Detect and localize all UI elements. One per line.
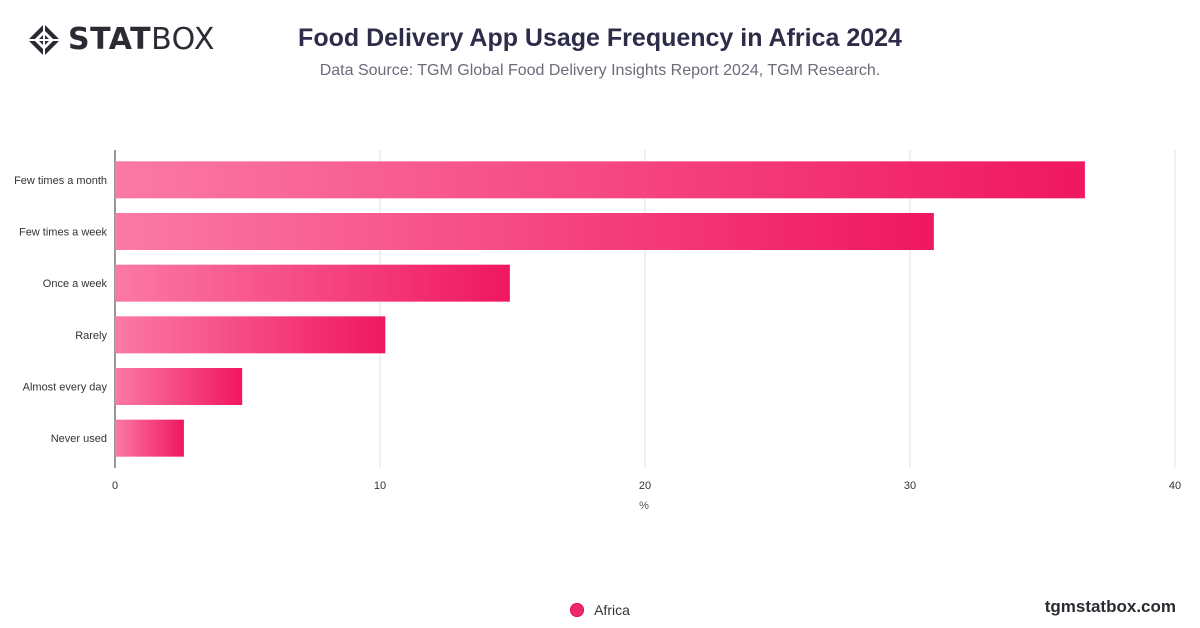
y-tick-label: Few times a week (19, 227, 108, 239)
legend-marker (570, 603, 585, 617)
bar[interactable] (115, 264, 510, 302)
x-tick-label: 10 (374, 480, 386, 492)
y-tick-label: Almost every day (23, 382, 108, 394)
x-axis-label: % (639, 500, 649, 512)
chart-title: Food Delivery App Usage Frequency in Afr… (298, 24, 902, 52)
logo-text: STATBOX (68, 22, 215, 58)
bar[interactable] (115, 316, 386, 354)
legend-label: Africa (594, 602, 630, 618)
statbox-logo: STATBOX (26, 22, 215, 58)
diamond-grid-icon (28, 24, 60, 56)
logo-text-bold: STAT (68, 22, 152, 57)
legend[interactable]: Africa (0, 602, 1200, 618)
site-url[interactable]: tgmstatbox.com (1044, 597, 1176, 616)
bar[interactable] (115, 161, 1085, 199)
y-tick-label: Never used (51, 433, 107, 445)
chart-subtitle: Data Source: TGM Global Food Delivery In… (319, 62, 881, 79)
x-tick-label: 0 (112, 480, 118, 492)
y-tick-label: Rarely (75, 330, 107, 342)
x-tick-label: 30 (904, 480, 916, 492)
bar[interactable] (115, 368, 243, 405)
logo-text-regular: BOX (151, 22, 215, 57)
x-tick-label: 40 (1169, 480, 1181, 492)
bar[interactable] (115, 419, 184, 457)
y-tick-label: Once a week (43, 278, 108, 290)
bar[interactable] (115, 213, 934, 250)
y-tick-label: Few times a month (14, 175, 107, 187)
x-tick-label: 20 (639, 480, 651, 492)
